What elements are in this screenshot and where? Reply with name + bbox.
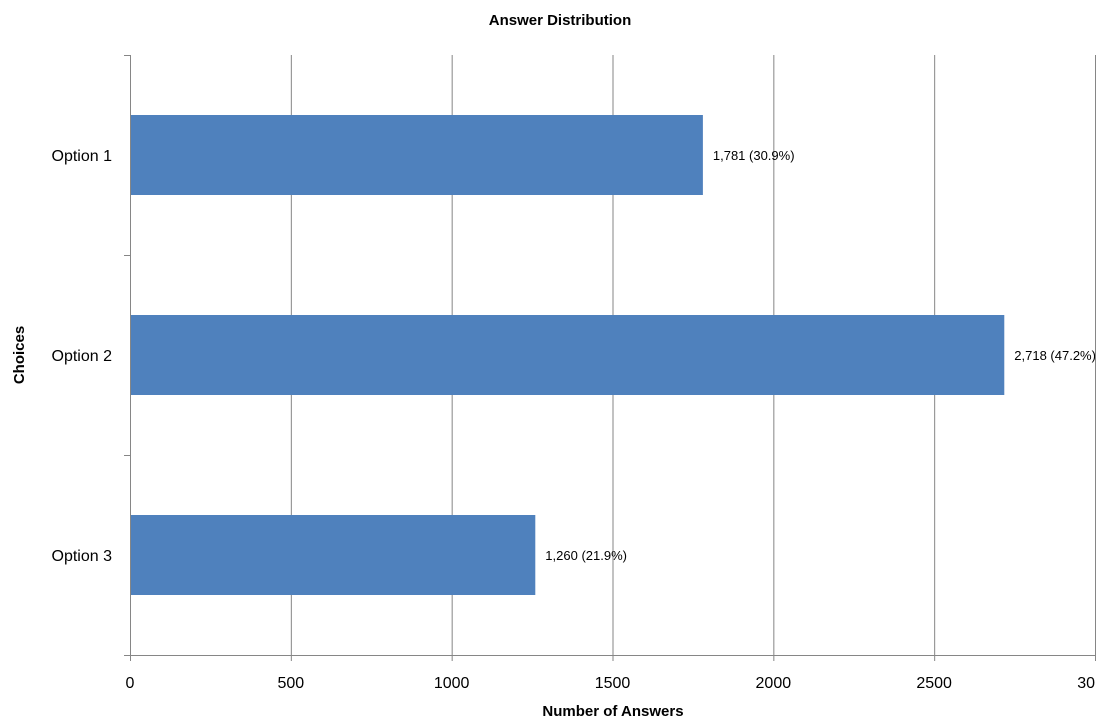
x-tick-label: 2500 [916, 675, 952, 692]
x-tick-label: 2000 [756, 675, 792, 692]
bar-option-1 [131, 115, 703, 195]
y-axis-title: Choices [11, 326, 28, 384]
chart-title: Answer Distribution [489, 12, 632, 29]
x-tick-label: 1500 [595, 675, 631, 692]
x-axis-title: Number of Answers [542, 703, 683, 720]
y-category-label: Option 2 [52, 348, 113, 365]
bar-option-2 [131, 315, 1005, 395]
axes [124, 55, 1096, 661]
x-tick-label: 500 [277, 675, 304, 692]
x-tick-label: 1000 [434, 675, 470, 692]
y-category-label: Option 3 [52, 548, 113, 565]
bars [131, 115, 1005, 595]
bar-option-3 [131, 515, 536, 595]
data-label: 1,781 (30.9%) [713, 148, 795, 163]
x-tick-label: 3000 [1077, 675, 1103, 692]
data-label: 1,260 (21.9%) [545, 548, 627, 563]
labels: 0 500 1000 1500 2000 2500 3000 Option 1 1,781 (3… [52, 148, 1103, 692]
x-tick-label: 0 [126, 675, 135, 692]
data-label: 2,718 (47.2%) [1014, 348, 1096, 363]
y-category-label: Option 1 [52, 148, 113, 165]
